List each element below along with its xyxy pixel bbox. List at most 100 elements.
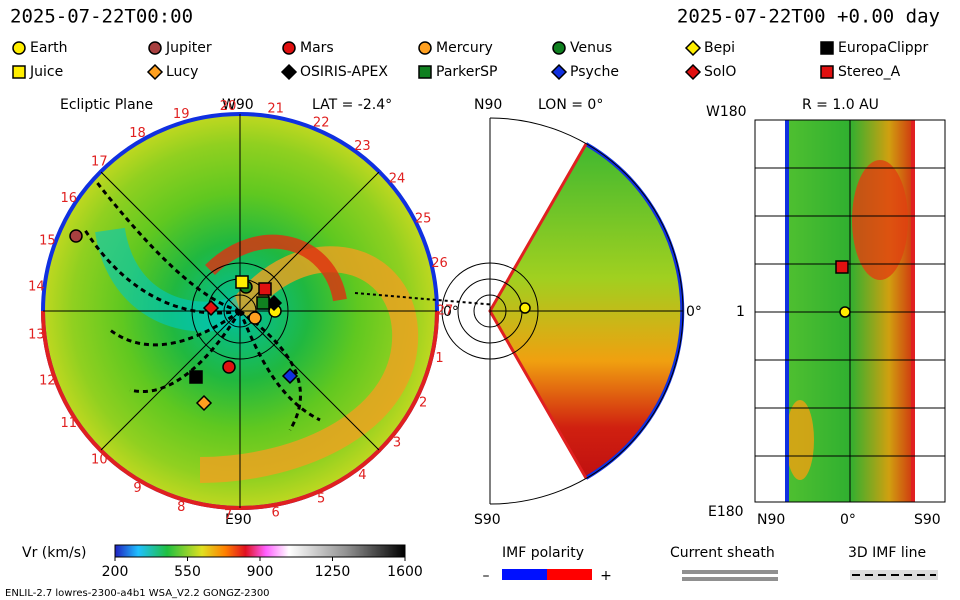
legend-label: Bepi: [704, 40, 735, 56]
marker: [839, 306, 851, 318]
rim-label: 6: [271, 505, 279, 520]
colorbar-tick-label: 900: [247, 564, 274, 580]
marker: [820, 41, 834, 55]
marker: [550, 63, 568, 81]
panel-subtitle: LON = 0°: [538, 97, 603, 113]
marker: [418, 65, 432, 79]
rim-label: 15: [39, 233, 56, 248]
rim-label: 11: [60, 416, 77, 431]
panel-title: Ecliptic Plane: [60, 97, 153, 113]
axis-label: E180: [708, 504, 744, 520]
marker: [281, 367, 299, 385]
marker: [69, 229, 83, 243]
marker: [12, 65, 26, 79]
colorbar-tick-label: 550: [174, 564, 201, 580]
axis-label: S90: [474, 512, 501, 528]
marker: [189, 370, 203, 384]
marker: [146, 63, 164, 81]
rim-label: 26: [431, 256, 448, 271]
rim-label: 18: [129, 126, 146, 141]
stream: [95, 227, 245, 332]
axis-label: 1: [736, 304, 745, 320]
marker: [248, 311, 262, 325]
marker: [256, 296, 270, 310]
legend-label: Jupiter: [165, 40, 212, 56]
imf-negative: [502, 569, 547, 580]
axis-label: W180: [706, 104, 747, 120]
marker: [684, 63, 702, 81]
axis-label: E90: [225, 512, 252, 528]
panel-subtitle: LAT = -2.4°: [312, 97, 392, 113]
rim-label: 19: [173, 107, 190, 122]
rim-label: 2: [419, 396, 427, 411]
rim-label: 7: [224, 508, 232, 523]
rim-label: 12: [39, 374, 56, 389]
legend-label: Earth: [30, 40, 68, 56]
marker: [195, 394, 213, 412]
legend-label: ParkerSP: [436, 64, 497, 80]
legend-label: Lucy: [166, 64, 198, 80]
marker: [684, 39, 702, 57]
axis-label: N90: [474, 97, 502, 113]
marker: [835, 260, 849, 274]
rim-label: 27: [437, 304, 454, 319]
stream: [786, 400, 814, 480]
legend-label: Mercury: [436, 40, 493, 56]
axis-label: 0°: [443, 304, 459, 320]
legend-label: Venus: [570, 40, 612, 56]
imf-positive: [547, 569, 592, 580]
rim-label: 16: [60, 191, 77, 206]
marker: [12, 41, 26, 55]
rim-label: 13: [28, 327, 45, 342]
marker: [282, 41, 296, 55]
sheath-sample: [682, 570, 778, 581]
legend-label: Juice: [29, 64, 63, 80]
rim-label: 21: [267, 102, 284, 117]
marker: [258, 282, 272, 296]
imf-title: IMF polarity: [502, 545, 584, 561]
sheath-title: Current sheath: [670, 545, 775, 561]
marker: [202, 299, 220, 317]
rim-label: 8: [177, 500, 185, 515]
meridional-panel: [441, 117, 685, 505]
stream: [199, 246, 419, 483]
legend-label: Stereo_A: [838, 64, 901, 80]
footer: ENLIL-2.7 lowres-2300-a4b1 WSA_V2.2 GONG…: [5, 588, 270, 599]
rim-label: 9: [133, 481, 141, 496]
ecliptic-panel: [41, 112, 521, 510]
marker: [418, 41, 432, 55]
legend-label: Mars: [300, 40, 334, 56]
marker: [519, 302, 531, 314]
rim-label: 10: [91, 453, 108, 468]
marker: [222, 360, 236, 374]
rim-label: 17: [91, 154, 108, 169]
axis-label: W90: [222, 97, 254, 113]
legend-label: OSIRIS-APEX: [300, 64, 388, 80]
rim-label: 22: [313, 115, 330, 130]
imf-line-title: 3D IMF line: [848, 545, 926, 561]
panel-title: R = 1.0 AU: [802, 97, 879, 113]
colorbar-tick-label: 200: [102, 564, 129, 580]
rim-label: 14: [28, 280, 45, 295]
axis-label: 0°: [840, 512, 856, 528]
marker: [280, 63, 298, 81]
marker: [148, 41, 162, 55]
colorbar-label: Vr (km/s): [22, 545, 86, 561]
legend-label: SolO: [704, 64, 736, 80]
rim-label: 4: [358, 468, 366, 483]
marker: [820, 65, 834, 79]
stream: [852, 160, 908, 280]
colorbar-tick-label: 1600: [387, 564, 423, 580]
stream: [205, 234, 347, 302]
colorbar: [114, 544, 406, 558]
legend-label: Psyche: [570, 64, 619, 80]
imf-plus: +: [600, 568, 612, 584]
imf-minus: –: [483, 568, 490, 584]
axis-label: 0°: [686, 304, 702, 320]
marker: [552, 41, 566, 55]
colorbar-tick-label: 1250: [315, 564, 351, 580]
legend-label: EuropaClippr: [838, 40, 929, 56]
rim-label: 20: [220, 99, 237, 114]
axes: [441, 117, 684, 505]
